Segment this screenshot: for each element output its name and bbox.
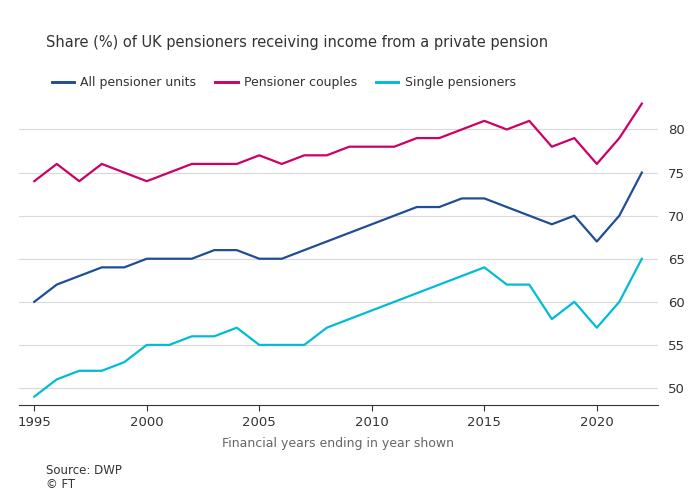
Pensioner couples	[120, 170, 129, 175]
Pensioner couples	[345, 144, 354, 150]
All pensioner units	[30, 299, 38, 305]
Text: Source: DWP: Source: DWP	[46, 464, 121, 477]
All pensioner units	[120, 264, 129, 270]
Single pensioners	[412, 290, 421, 296]
All pensioner units	[52, 282, 61, 288]
Pensioner couples	[188, 161, 196, 167]
Pensioner couples	[368, 144, 376, 150]
Line: Pensioner couples: Pensioner couples	[34, 104, 642, 181]
Single pensioners	[525, 282, 533, 288]
Single pensioners	[255, 342, 263, 348]
Pensioner couples	[97, 161, 106, 167]
Pensioner couples	[570, 135, 578, 141]
Pensioner couples	[412, 135, 421, 141]
All pensioner units	[345, 230, 354, 236]
Pensioner couples	[593, 161, 601, 167]
All pensioner units	[412, 204, 421, 210]
Pensioner couples	[232, 161, 241, 167]
All pensioner units	[593, 238, 601, 244]
All pensioner units	[188, 256, 196, 262]
Single pensioners	[593, 324, 601, 330]
All pensioner units	[210, 247, 218, 253]
Pensioner couples	[480, 118, 489, 124]
Pensioner couples	[52, 161, 61, 167]
Single pensioners	[52, 376, 61, 382]
Single pensioners	[120, 359, 129, 365]
Pensioner couples	[525, 118, 533, 124]
Single pensioners	[278, 342, 286, 348]
Pensioner couples	[278, 161, 286, 167]
Single pensioners	[435, 282, 444, 288]
All pensioner units	[638, 170, 646, 175]
All pensioner units	[503, 204, 511, 210]
Single pensioners	[210, 334, 218, 340]
Single pensioners	[390, 299, 398, 305]
All pensioner units	[143, 256, 151, 262]
All pensioner units	[525, 212, 533, 218]
Line: All pensioner units: All pensioner units	[34, 172, 642, 302]
All pensioner units	[97, 264, 106, 270]
All pensioner units	[368, 222, 376, 228]
Pensioner couples	[143, 178, 151, 184]
Single pensioners	[368, 308, 376, 314]
Single pensioners	[188, 334, 196, 340]
All pensioner units	[480, 196, 489, 202]
All pensioner units	[165, 256, 174, 262]
Single pensioners	[570, 299, 578, 305]
Single pensioners	[232, 324, 241, 330]
All pensioner units	[300, 247, 309, 253]
All pensioner units	[232, 247, 241, 253]
Pensioner couples	[165, 170, 174, 175]
All pensioner units	[458, 196, 466, 202]
Pensioner couples	[300, 152, 309, 158]
All pensioner units	[615, 212, 624, 218]
Pensioner couples	[638, 100, 646, 106]
Pensioner couples	[75, 178, 83, 184]
Pensioner couples	[210, 161, 218, 167]
Single pensioners	[165, 342, 174, 348]
Pensioner couples	[547, 144, 556, 150]
Single pensioners	[323, 324, 331, 330]
Single pensioners	[143, 342, 151, 348]
Single pensioners	[480, 264, 489, 270]
Single pensioners	[75, 368, 83, 374]
All pensioner units	[435, 204, 444, 210]
Pensioner couples	[435, 135, 444, 141]
Single pensioners	[503, 282, 511, 288]
Text: © FT: © FT	[46, 478, 75, 491]
Pensioner couples	[615, 135, 624, 141]
Single pensioners	[615, 299, 624, 305]
Single pensioners	[345, 316, 354, 322]
Pensioner couples	[503, 126, 511, 132]
All pensioner units	[547, 222, 556, 228]
Legend: All pensioner units, Pensioner couples, Single pensioners: All pensioner units, Pensioner couples, …	[52, 76, 516, 89]
Pensioner couples	[458, 126, 466, 132]
All pensioner units	[278, 256, 286, 262]
All pensioner units	[75, 273, 83, 279]
Single pensioners	[30, 394, 38, 400]
Single pensioners	[458, 273, 466, 279]
Single pensioners	[547, 316, 556, 322]
Single pensioners	[638, 256, 646, 262]
Text: Share (%) of UK pensioners receiving income from a private pension: Share (%) of UK pensioners receiving inc…	[46, 35, 547, 50]
All pensioner units	[255, 256, 263, 262]
Pensioner couples	[30, 178, 38, 184]
All pensioner units	[570, 212, 578, 218]
Single pensioners	[97, 368, 106, 374]
Pensioner couples	[255, 152, 263, 158]
Pensioner couples	[390, 144, 398, 150]
Pensioner couples	[323, 152, 331, 158]
All pensioner units	[390, 212, 398, 218]
Line: Single pensioners: Single pensioners	[34, 258, 642, 396]
X-axis label: Financial years ending in year shown: Financial years ending in year shown	[222, 437, 454, 450]
All pensioner units	[323, 238, 331, 244]
Single pensioners	[300, 342, 309, 348]
